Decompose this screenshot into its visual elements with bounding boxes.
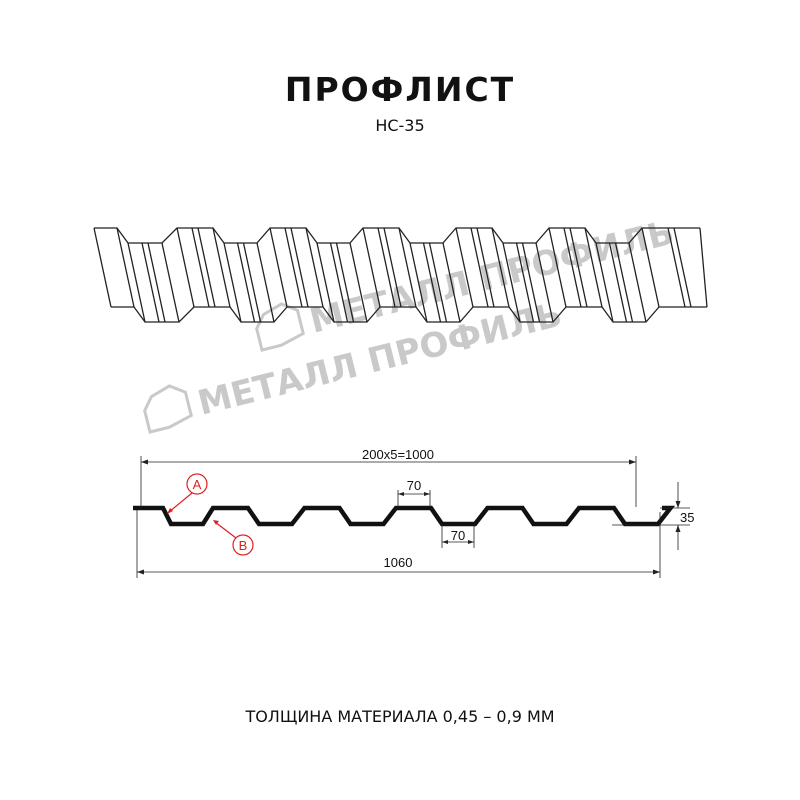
rib-line <box>428 242 448 323</box>
callout-b-label: B <box>239 538 248 553</box>
fold-line <box>595 242 614 323</box>
rib-line <box>284 227 303 308</box>
callout-a-arrow <box>167 508 173 514</box>
rib-line <box>608 242 628 323</box>
fold-line <box>362 227 381 308</box>
rib-line <box>422 242 442 323</box>
dim-top-flat-label: 70 <box>407 478 421 493</box>
rib-line <box>147 242 166 323</box>
sheet-bottom-edge <box>111 306 707 323</box>
rib-line <box>521 242 541 323</box>
fold-line <box>256 242 275 323</box>
fold-line <box>161 242 180 323</box>
fold-line <box>641 227 660 308</box>
rib-line <box>383 227 402 308</box>
rib-line <box>673 227 692 308</box>
fold-line <box>628 242 647 323</box>
fold-line <box>269 227 288 308</box>
fold-line <box>349 242 368 323</box>
model-subtitle: НС-35 <box>375 116 425 135</box>
fold-line <box>116 227 135 308</box>
rib-line <box>236 242 256 323</box>
rib-line <box>242 242 262 323</box>
fold-line <box>535 242 554 323</box>
page-title: ПРОФЛИСТ <box>284 70 516 109</box>
rib-line <box>290 227 309 308</box>
fold-line <box>316 242 335 323</box>
isometric-sheet-view <box>93 227 708 323</box>
rib-line <box>563 227 582 308</box>
dim-pitch-label: 200x5=1000 <box>362 447 434 462</box>
rib-line <box>141 242 160 323</box>
callout-b <box>214 521 254 556</box>
fold-line <box>491 227 510 308</box>
rib-line <box>329 242 349 323</box>
dim-bottom-flat-label: 70 <box>451 528 465 543</box>
dimension-lines <box>136 456 690 578</box>
rib-line <box>335 242 355 323</box>
callout-a-label: A <box>193 477 202 492</box>
dim-height-label: 35 <box>680 510 694 525</box>
callout-a <box>168 473 208 513</box>
fold-line <box>223 242 242 323</box>
rib-line <box>569 227 588 308</box>
fold-line <box>93 227 112 308</box>
fold-line <box>699 227 708 308</box>
dim-total-label: 1060 <box>384 555 413 570</box>
profile-section <box>133 505 676 527</box>
rib-line <box>476 227 495 308</box>
rib-line <box>470 227 489 308</box>
fold-line <box>584 227 603 308</box>
rib-line <box>515 242 535 323</box>
fold-line <box>176 227 195 308</box>
fold-line <box>409 242 428 323</box>
fold-line <box>212 227 231 308</box>
fold-line <box>305 227 324 308</box>
rib-line <box>667 227 686 308</box>
rib-line <box>377 227 396 308</box>
rib-line <box>197 227 216 308</box>
callout-b-arrow <box>213 520 219 525</box>
fold-line <box>502 242 521 323</box>
rib-line <box>191 227 210 308</box>
fold-line <box>455 227 474 308</box>
dimension-arrows <box>137 459 681 575</box>
material-thickness-note: ТОЛЩИНА МАТЕРИАЛА 0,45 – 0,9 ММ <box>245 707 555 726</box>
rib-line <box>614 242 634 323</box>
fold-line <box>442 242 461 323</box>
fold-line <box>127 242 146 323</box>
fold-line <box>548 227 567 308</box>
fold-line <box>398 227 417 308</box>
sheet-top-edge <box>94 227 700 244</box>
